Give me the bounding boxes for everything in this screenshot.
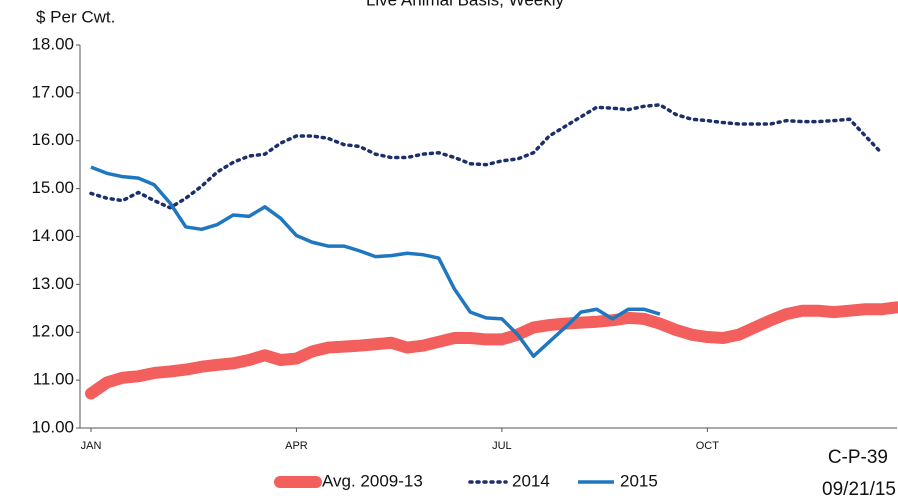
legend-label: 2015: [620, 471, 658, 490]
y-tick-label: 18.00: [31, 34, 74, 53]
legend-label: Avg. 2009-13: [322, 471, 423, 490]
y-tick-label: 14.00: [31, 226, 74, 245]
y-tick-label: 11.00: [33, 370, 74, 389]
x-tick-label: OCT: [696, 440, 720, 452]
x-tick-label: JUL: [492, 440, 512, 452]
y-tick-label: 17.00: [31, 82, 74, 101]
y-tick-label: 15.00: [31, 178, 74, 197]
legend-label: 2014: [512, 471, 550, 490]
y-tick-label: 12.00: [31, 322, 74, 341]
x-tick-label: APR: [285, 440, 308, 452]
series-line: [89, 103, 883, 210]
y-axis-label: $ Per Cwt.: [36, 7, 115, 26]
y-tick-label: 13.00: [31, 274, 74, 293]
series-line: [85, 301, 898, 400]
annotation: C-P-39: [828, 447, 888, 468]
y-tick-label: 16.00: [31, 130, 74, 149]
x-tick-label: JAN: [81, 440, 102, 452]
series-line: [90, 165, 661, 358]
y-tick-label: 10.00: [31, 417, 74, 436]
chart-title: Live Animal Basis, Weekly: [366, 0, 565, 9]
annotation: 09/21/15: [822, 479, 896, 500]
